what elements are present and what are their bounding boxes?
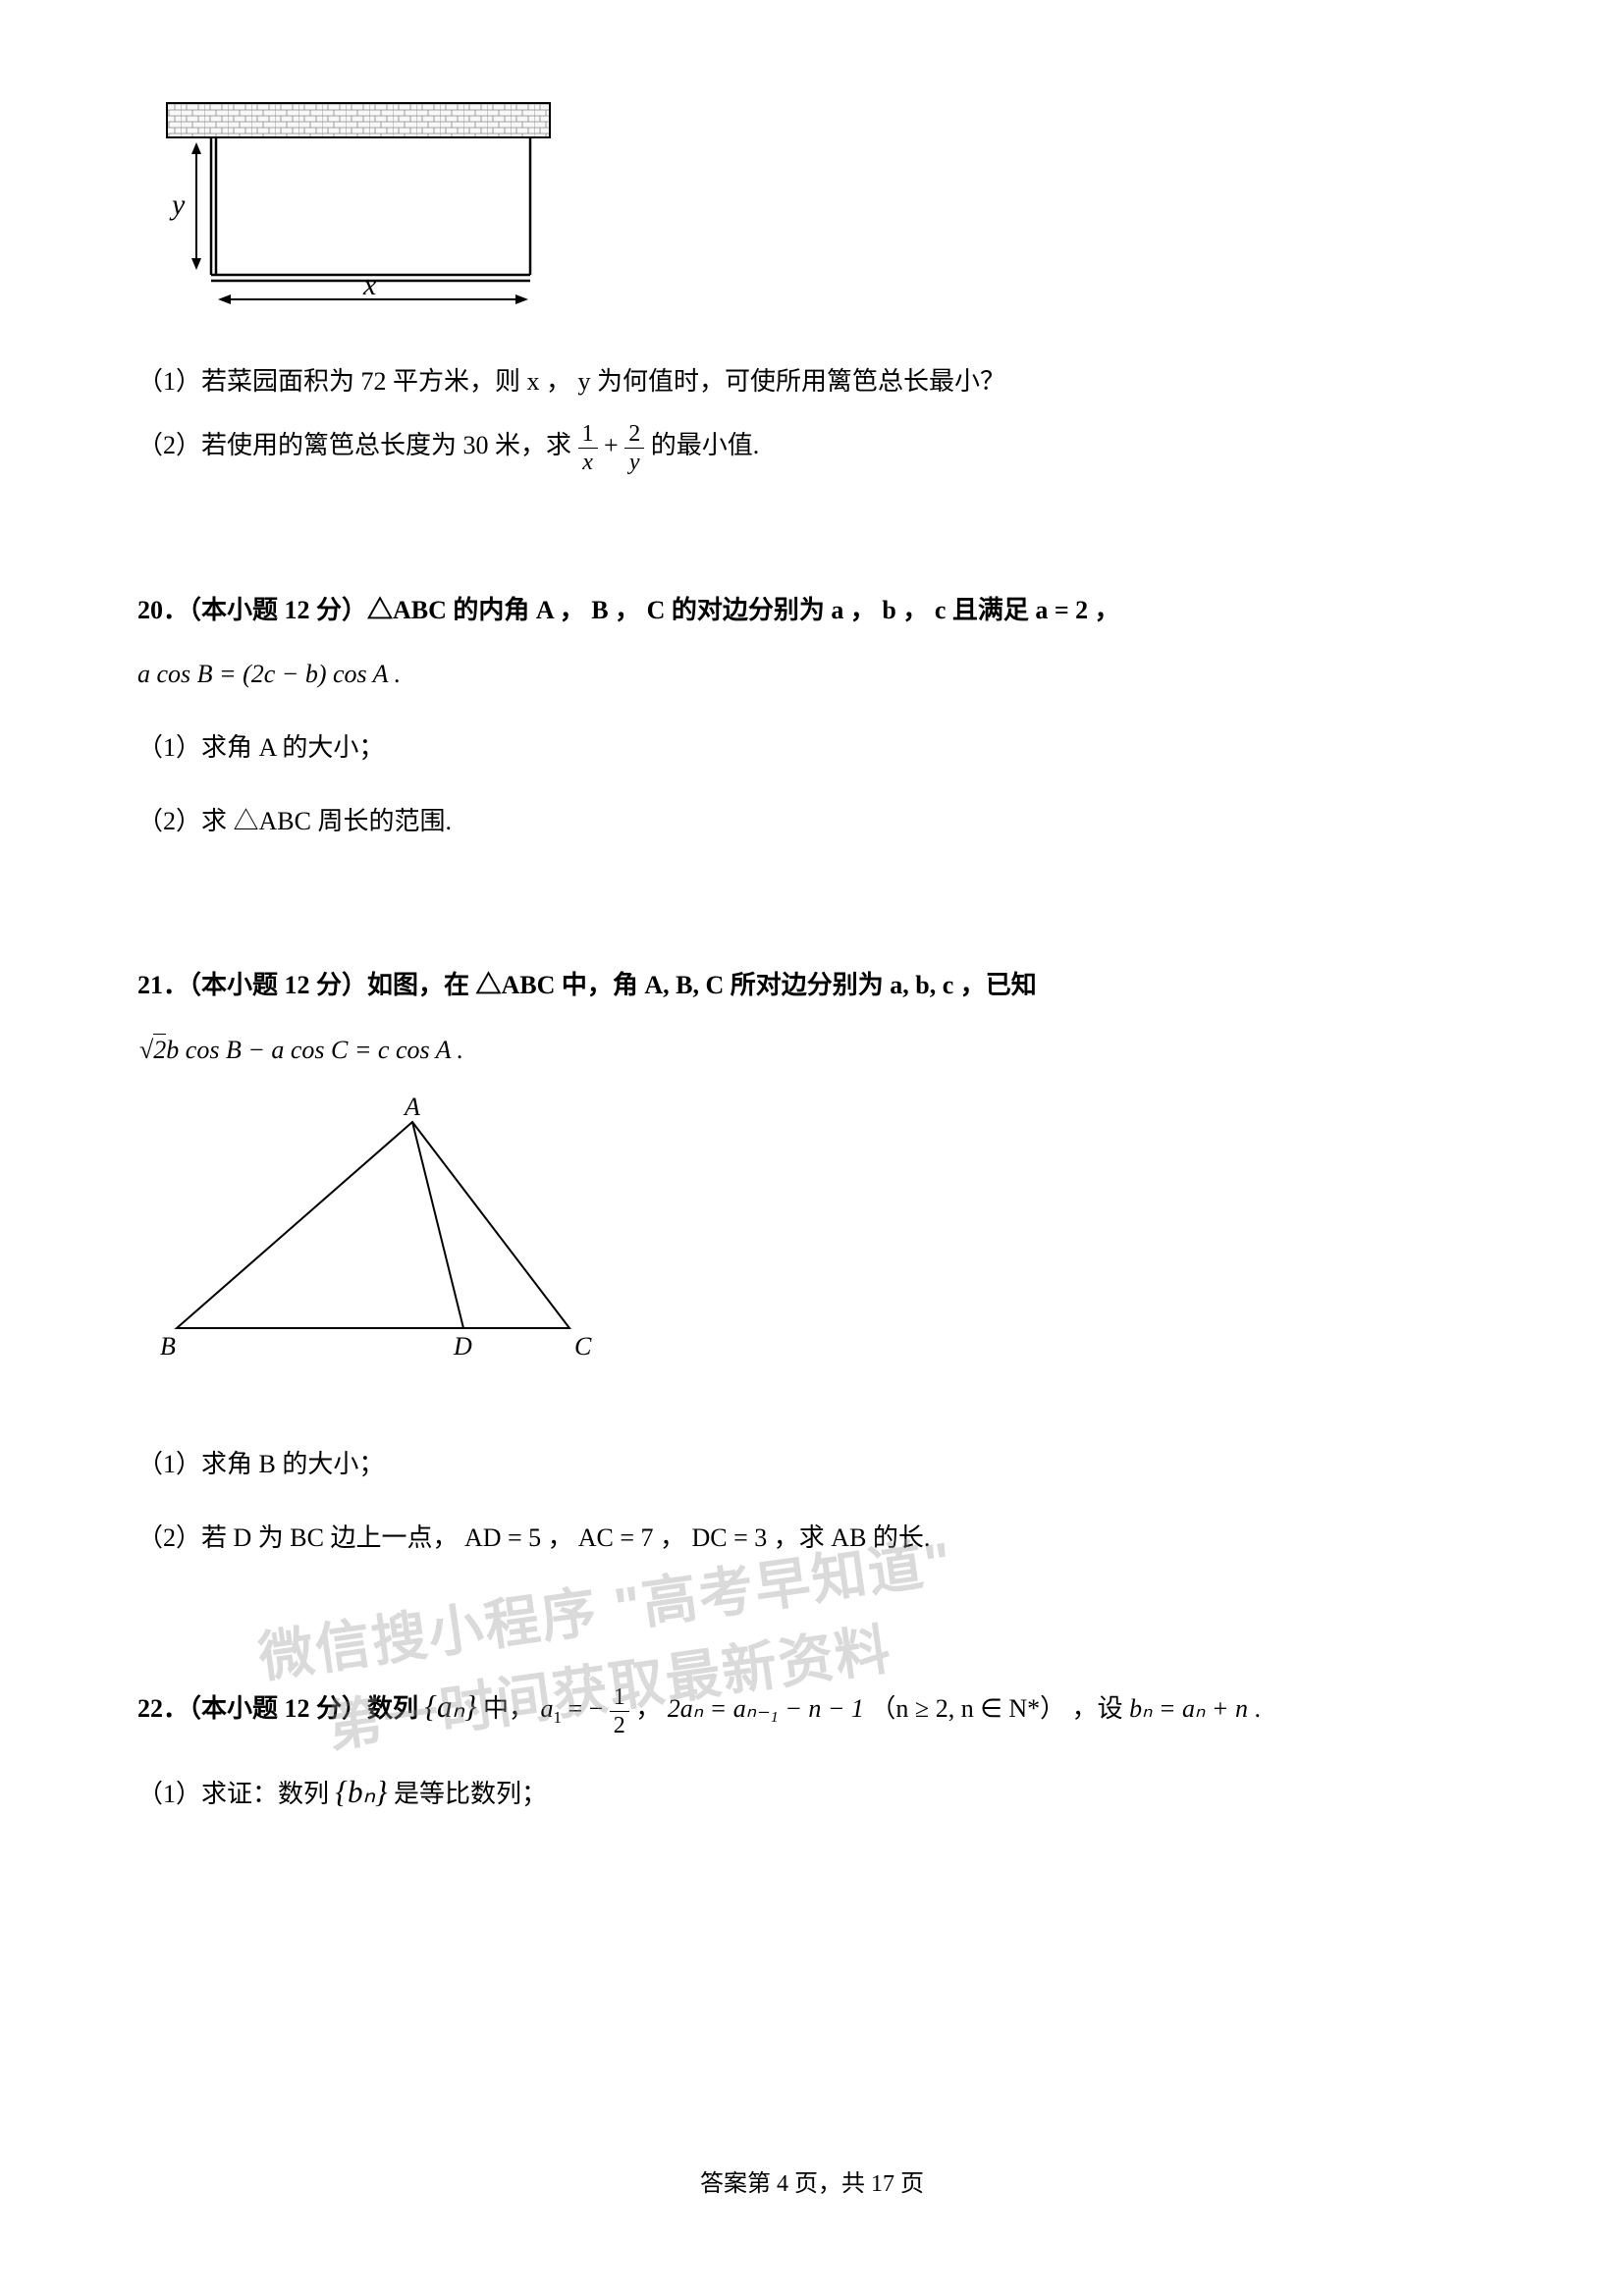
x-label: x xyxy=(362,269,377,301)
q22-a1-frac: 1 2 xyxy=(610,1685,629,1737)
q20-sub1: （1）求角 A 的大小； xyxy=(137,720,1487,775)
q22-sep2: ，设 xyxy=(1072,1694,1130,1723)
q21-sub2-text: （2）若 D 为 BC 边上一点， AD = 5 ， AC = 7 ， DC =… xyxy=(137,1523,930,1552)
q19-sub2-before: （2）若使用的篱笆总长度为 30 米，求 xyxy=(137,431,571,459)
q21-sub1-text: （1）求角 B 的大小； xyxy=(137,1450,384,1478)
q22-header-b: 中， xyxy=(483,1694,534,1723)
q22-rec: 2aₙ = aₙ₋₁ − n − 1 xyxy=(668,1694,864,1723)
tri-label-C: C xyxy=(574,1332,592,1361)
q22-a1-lhs: a xyxy=(541,1694,554,1723)
q19-frac1-den: x xyxy=(578,449,598,474)
tri-label-B: B xyxy=(160,1332,176,1361)
q22-rec-cond: （n ≥ 2, n ∈ N*） xyxy=(870,1694,1065,1723)
q22-sub1-seq: {bₙ} xyxy=(336,1775,388,1809)
q21-sub2: （2）若 D 为 BC 边上一点， AD = 5 ， AC = 7 ， DC =… xyxy=(137,1510,1487,1566)
q21-sub1: （1）求角 B 的大小； xyxy=(137,1436,1487,1492)
q22-sub1-b: 是等比数列； xyxy=(394,1780,547,1808)
q19-frac2: 2 y xyxy=(624,422,644,474)
sqrt-icon xyxy=(137,1022,153,1078)
q19-sub2: （2）若使用的篱笆总长度为 30 米，求 1 x + 2 y 的最小值. xyxy=(137,417,1487,474)
q22-seq1: {aₙ} xyxy=(425,1689,477,1724)
q20-sub2-text: （2）求 △ABC 周长的范围. xyxy=(137,807,452,835)
q22-header-a: 22．（本小题 12 分）数列 xyxy=(137,1694,418,1723)
q19-frac1-num: 1 xyxy=(578,422,598,449)
q19-frac2-num: 2 xyxy=(624,422,644,449)
q19-plus: + xyxy=(604,431,619,459)
q19-sub2-after: 的最小值. xyxy=(651,431,760,459)
q22-end: . xyxy=(1254,1694,1261,1723)
q20-header2-text: a cos B = (2c − b) cos A . xyxy=(137,660,401,688)
q21-header1-text: 21．（本小题 12 分）如图，在 △ABC 中，角 A, B, C 所对边分别… xyxy=(137,971,1037,999)
wall-figure: y x xyxy=(157,98,1487,329)
q21-sqrt-arg: 2 xyxy=(153,1034,166,1064)
y-label: y xyxy=(169,188,186,221)
q20-header1: 20．（本小题 12 分）△ABC 的内角 A ， B ， C 的对边分别为 a… xyxy=(137,582,1487,638)
q21-header2: 2b cos B − a cos C = c cos A . xyxy=(137,1022,1487,1078)
q21-header2-rest: b cos B − a cos C = c cos A . xyxy=(166,1036,463,1064)
q22-bn: bₙ = aₙ + n xyxy=(1129,1694,1248,1723)
footer-text: 答案第 4 页，共 17 页 xyxy=(700,2171,924,2197)
q20-sub2: （2）求 △ABC 周长的范围. xyxy=(137,793,1487,849)
q20-sub1-text: （1）求角 A 的大小； xyxy=(137,733,384,762)
q22-header: 22．（本小题 12 分）数列 {aₙ} 中， a1 = − 1 2 ， 2aₙ… xyxy=(137,1674,1487,1741)
q22-a1-frac-num: 1 xyxy=(610,1685,629,1712)
q22-sep1: ， xyxy=(635,1694,661,1723)
tri-label-D: D xyxy=(453,1332,472,1361)
q21-header1: 21．（本小题 12 分）如图，在 △ABC 中，角 A, B, C 所对边分别… xyxy=(137,957,1487,1013)
q22-sub1-a: （1）求证：数列 xyxy=(137,1780,329,1808)
q22-a1-eq: = − xyxy=(568,1694,603,1723)
q19-frac2-den: y xyxy=(624,449,644,474)
q22-sub1: （1）求证：数列 {bₙ} 是等比数列； xyxy=(137,1759,1487,1827)
q20-header2: a cos B = (2c − b) cos A . xyxy=(137,646,1487,702)
page-footer: 答案第 4 页，共 17 页 xyxy=(0,2163,1624,2198)
q20-header1-text: 20．（本小题 12 分）△ABC 的内角 A ， B ， C 的对边分别为 a… xyxy=(137,596,1120,624)
q22-a1-sub: 1 xyxy=(554,1708,562,1727)
q19-sub1-text: （1）若菜园面积为 72 平方米，则 x ， y 为何值时，可使所用篱笆总长最小… xyxy=(137,367,1005,396)
tri-label-A: A xyxy=(403,1097,420,1121)
triangle-figure: A B C D xyxy=(157,1097,1487,1367)
q22-a1-frac-den: 2 xyxy=(610,1712,629,1737)
q19-sub1: （1）若菜园面积为 72 平方米，则 x ， y 为何值时，可使所用篱笆总长最小… xyxy=(137,353,1487,409)
q19-frac1: 1 x xyxy=(578,422,598,474)
